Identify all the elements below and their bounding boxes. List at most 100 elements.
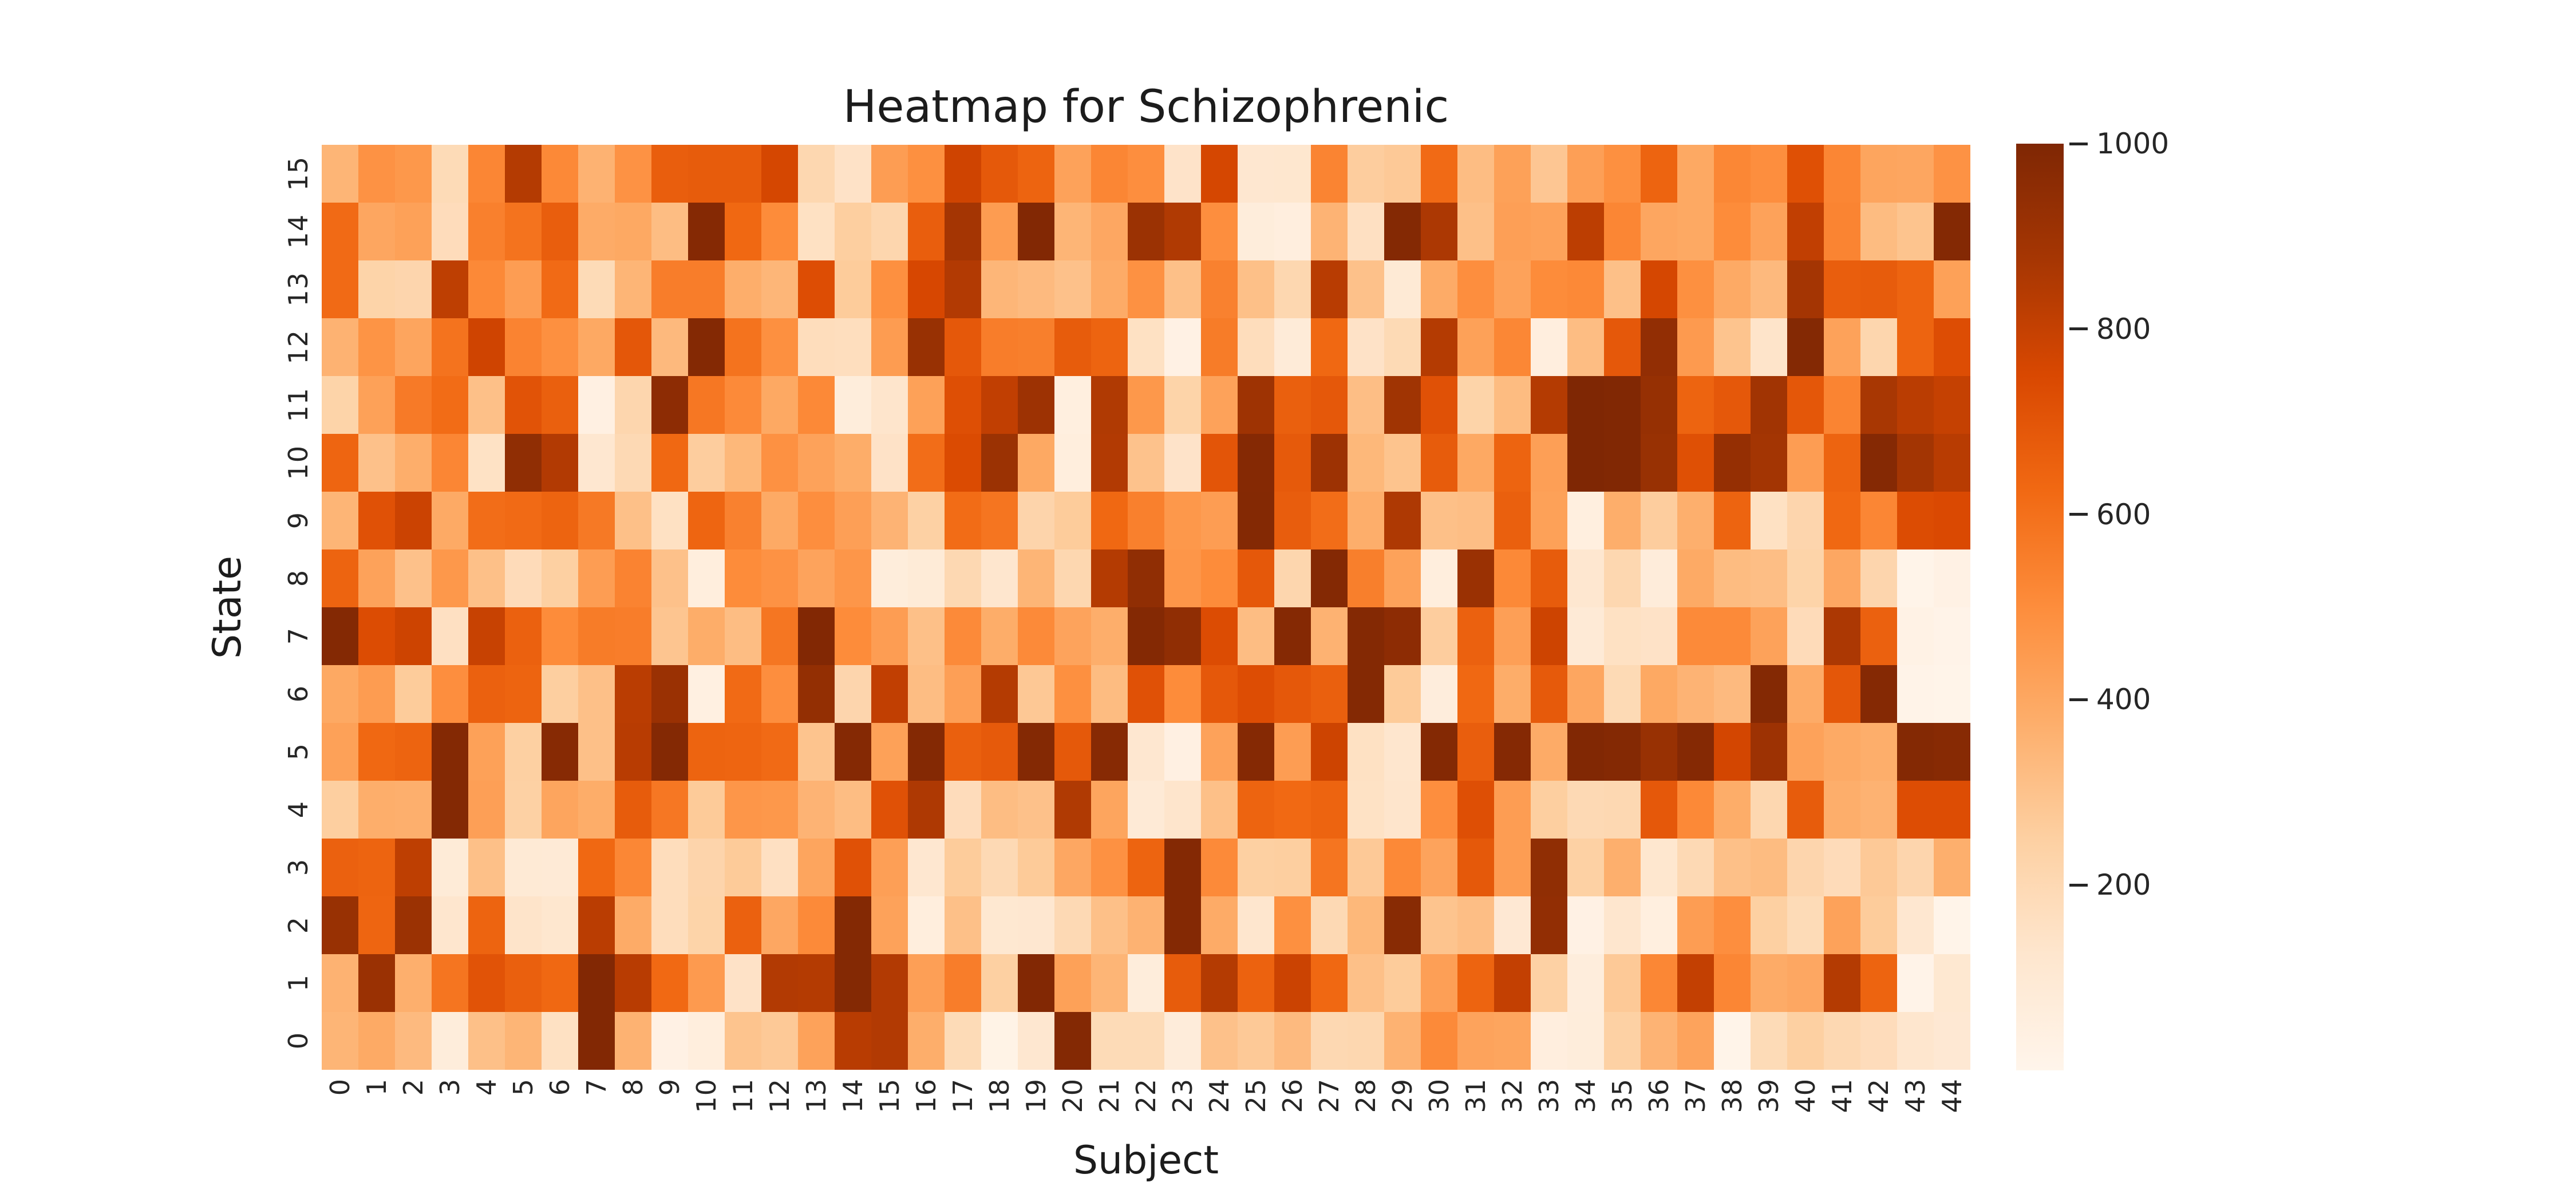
- heatmap-cell: [981, 665, 1018, 723]
- heatmap-cell: [1128, 781, 1164, 839]
- heatmap-cell: [1018, 434, 1054, 492]
- heatmap-cell: [1567, 492, 1604, 549]
- heatmap-cell: [761, 839, 798, 896]
- heatmap-cell: [1787, 318, 1824, 376]
- heatmap-cell: [688, 549, 725, 607]
- heatmap-cell: [1348, 492, 1384, 549]
- heatmap-cell: [542, 781, 578, 839]
- heatmap-cell: [725, 607, 761, 665]
- heatmap-cell: [981, 260, 1018, 318]
- heatmap-cell: [1567, 896, 1604, 954]
- heatmap-cell: [1238, 145, 1274, 203]
- heatmap-cell: [835, 549, 871, 607]
- heatmap-cell: [1054, 665, 1091, 723]
- heatmap-cell: [505, 145, 542, 203]
- heatmap-cell: [542, 839, 578, 896]
- heatmap-cell: [578, 607, 615, 665]
- heatmap-cell: [871, 492, 908, 549]
- heatmap-cell: [1457, 260, 1494, 318]
- x-tick-text: 6: [544, 1078, 575, 1096]
- heatmap-cell: [1018, 203, 1054, 260]
- x-tick-text: 34: [1570, 1078, 1601, 1113]
- heatmap-cell: [322, 839, 358, 896]
- heatmap-cell: [1897, 492, 1934, 549]
- heatmap-cell: [1751, 145, 1787, 203]
- heatmap-cell: [1091, 549, 1128, 607]
- heatmap-cell: [1348, 549, 1384, 607]
- heatmap-cell: [578, 781, 615, 839]
- x-tick-text: 22: [1131, 1078, 1161, 1113]
- heatmap-cell: [798, 318, 835, 376]
- heatmap-cell: [1567, 203, 1604, 260]
- heatmap-cell: [1421, 434, 1457, 492]
- heatmap-cell: [1201, 839, 1238, 896]
- heatmap-cell: [1677, 492, 1714, 549]
- heatmap-cell: [1714, 781, 1751, 839]
- heatmap-cell: [1164, 954, 1201, 1012]
- heatmap-cell: [1494, 954, 1531, 1012]
- heatmap-cell: [1860, 203, 1897, 260]
- heatmap-cell: [468, 549, 505, 607]
- heatmap-cell: [1311, 781, 1348, 839]
- heatmap-cell: [505, 1012, 542, 1070]
- heatmap-cell: [1531, 318, 1567, 376]
- heatmap-cell: [1348, 318, 1384, 376]
- heatmap-cell: [1311, 434, 1348, 492]
- heatmap-cell: [1348, 376, 1384, 434]
- heatmap-cell: [1091, 1012, 1128, 1070]
- heatmap-cell: [542, 896, 578, 954]
- heatmap-cell: [1348, 434, 1384, 492]
- heatmap-cell: [1787, 723, 1824, 781]
- heatmap-cell: [395, 145, 432, 203]
- heatmap-cell: [358, 260, 395, 318]
- heatmap-cell: [761, 781, 798, 839]
- heatmap-cell: [1787, 492, 1824, 549]
- x-tick-text: 5: [508, 1078, 539, 1096]
- heatmap-cell: [1384, 954, 1421, 1012]
- heatmap-cell: [835, 665, 871, 723]
- heatmap-cell: [1567, 781, 1604, 839]
- heatmap-cell: [542, 145, 578, 203]
- heatmap-cell: [908, 260, 945, 318]
- heatmap-cell: [945, 376, 981, 434]
- heatmap-cell: [1457, 1012, 1494, 1070]
- heatmap-cell: [798, 376, 835, 434]
- heatmap-cell: [1897, 723, 1934, 781]
- heatmap-cell: [981, 607, 1018, 665]
- x-tick-text: 17: [947, 1078, 978, 1113]
- heatmap-cell: [651, 145, 688, 203]
- heatmap-cell: [1531, 665, 1567, 723]
- heatmap-cell: [688, 781, 725, 839]
- heatmap-cell: [1457, 145, 1494, 203]
- heatmap-cell: [688, 839, 725, 896]
- heatmap-cell: [1604, 145, 1641, 203]
- heatmap-cell: [945, 781, 981, 839]
- heatmap-cell: [1824, 607, 1860, 665]
- heatmap-cell: [835, 376, 871, 434]
- x-tick-text: 37: [1680, 1078, 1711, 1113]
- heatmap-cell: [395, 434, 432, 492]
- heatmap-cell: [615, 607, 651, 665]
- heatmap-cell: [1274, 781, 1311, 839]
- heatmap-cell: [395, 318, 432, 376]
- heatmap-cell: [1348, 781, 1384, 839]
- heatmap-cell: [1604, 318, 1641, 376]
- heatmap-cell: [322, 781, 358, 839]
- heatmap-cell: [1421, 1012, 1457, 1070]
- heatmap-cell: [835, 781, 871, 839]
- heatmap-cell: [395, 896, 432, 954]
- heatmap-cell: [1274, 839, 1311, 896]
- heatmap-cell: [1714, 896, 1751, 954]
- heatmap-cell: [1897, 549, 1934, 607]
- heatmap-cell: [1018, 492, 1054, 549]
- heatmap-cell: [1641, 781, 1677, 839]
- heatmap-cell: [505, 434, 542, 492]
- heatmap-cell: [358, 1012, 395, 1070]
- x-tick-text: 24: [1204, 1078, 1235, 1113]
- heatmap-cell: [358, 318, 395, 376]
- heatmap-cell: [358, 492, 395, 549]
- heatmap-cell: [1201, 434, 1238, 492]
- heatmap-cell: [1567, 665, 1604, 723]
- y-tick-label: 8: [256, 549, 314, 607]
- heatmap-cell: [1860, 549, 1897, 607]
